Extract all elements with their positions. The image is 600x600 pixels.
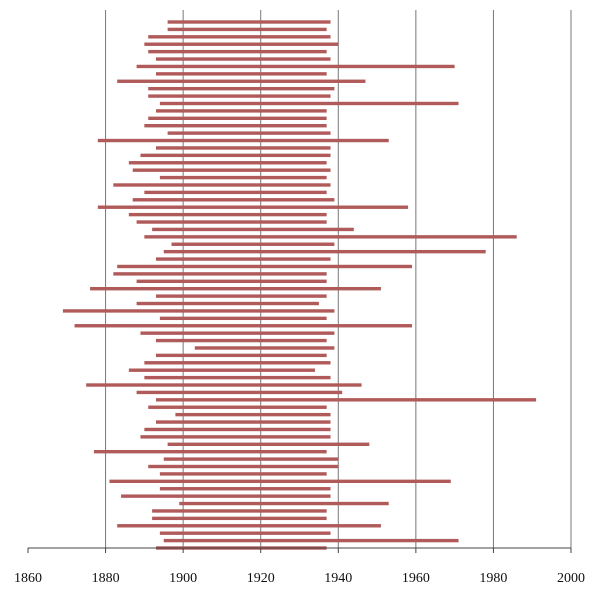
range-bar-29 [152, 227, 354, 232]
range-bar-15 [144, 124, 327, 128]
range-bar-9 [117, 79, 366, 83]
x-axis: 1860 1880 1900 1920 1940 1960 1980 2000 [14, 547, 585, 586]
range-bar-16 [167, 131, 331, 135]
range-bar-37 [90, 287, 381, 291]
range-bar-26 [97, 205, 409, 209]
range-bar-30 [144, 235, 517, 239]
range-bar-56 [144, 427, 331, 432]
grid-lines [105, 10, 572, 548]
range-bar-67 [152, 509, 327, 513]
range-bar-38 [155, 294, 327, 298]
range-bar-36 [136, 279, 327, 283]
range-bar-44 [155, 338, 327, 343]
range-bar-61 [148, 464, 339, 469]
range-bar-13 [155, 109, 327, 113]
x-tick-label-1980: 1980 [479, 571, 507, 586]
range-bar-5 [148, 49, 327, 54]
range-bar-27 [128, 212, 327, 217]
range-bar-25 [132, 198, 335, 202]
range-bar-49 [144, 375, 331, 380]
x-tick-label-1900: 1900 [169, 571, 197, 586]
range-bar-2 [167, 27, 327, 32]
range-bar-57 [140, 435, 331, 439]
range-bar-68 [152, 516, 327, 521]
range-bar-64 [159, 487, 331, 491]
range-bar-58 [167, 442, 370, 446]
range-bar-20 [128, 161, 327, 165]
range-bar-3 [148, 35, 331, 39]
range-bar-70 [159, 531, 331, 535]
range-bar-51 [136, 390, 343, 395]
range-bar-41 [159, 316, 327, 321]
range-bar-4 [144, 42, 339, 46]
range-bar-48 [128, 368, 316, 372]
range-bar-1 [167, 20, 331, 24]
range-bars [62, 20, 537, 550]
range-bar-62 [159, 472, 327, 476]
range-bar-34 [117, 264, 412, 269]
range-bar-35 [113, 272, 327, 276]
range-bar-21 [132, 168, 331, 172]
range-bar-7 [136, 64, 455, 69]
x-tick-label-1940: 1940 [324, 571, 352, 586]
range-bar-39 [136, 301, 319, 306]
range-bar-42 [74, 324, 412, 328]
range-bar-54 [175, 412, 331, 417]
x-tick-label-1920: 1920 [247, 571, 275, 586]
range-bar-65 [121, 494, 331, 498]
range-bar-52 [155, 398, 537, 402]
range-bar-18 [155, 146, 331, 150]
range-bar-14 [148, 116, 327, 121]
range-bar-71 [163, 538, 459, 543]
range-bar-47 [144, 361, 331, 365]
range-bar-12 [159, 101, 459, 106]
range-bar-28 [136, 220, 327, 224]
range-bar-23 [113, 183, 331, 187]
range-bar-63 [109, 479, 451, 484]
range-bar-31 [171, 242, 335, 246]
x-tick-label-1880: 1880 [92, 571, 120, 586]
range-bar-53 [148, 405, 327, 409]
range-bar-55 [155, 420, 331, 424]
range-bar-46 [155, 353, 327, 358]
range-bar-66 [179, 501, 389, 506]
x-tick-label-1860: 1860 [14, 571, 42, 586]
x-tick-label-2000: 2000 [557, 571, 585, 586]
range-bar-32 [163, 249, 486, 254]
range-bar-8 [155, 72, 327, 76]
x-tick-label-1960: 1960 [402, 571, 430, 586]
range-bar-11 [148, 94, 331, 98]
range-bar-69 [117, 524, 381, 528]
range-bar-43 [140, 331, 335, 335]
range-bar-60 [163, 457, 339, 461]
range-bar-33 [155, 257, 331, 261]
range-bar-50 [86, 383, 362, 387]
range-bar-6 [155, 57, 331, 61]
range-bar-22 [159, 175, 327, 180]
range-bar-45 [194, 346, 335, 350]
range-bar-10 [148, 86, 335, 91]
range-bar-59 [93, 449, 327, 454]
range-bar-24 [144, 190, 327, 195]
range-bar-40 [62, 309, 335, 313]
range-bar-17 [97, 138, 389, 143]
range-bar-19 [140, 153, 331, 158]
